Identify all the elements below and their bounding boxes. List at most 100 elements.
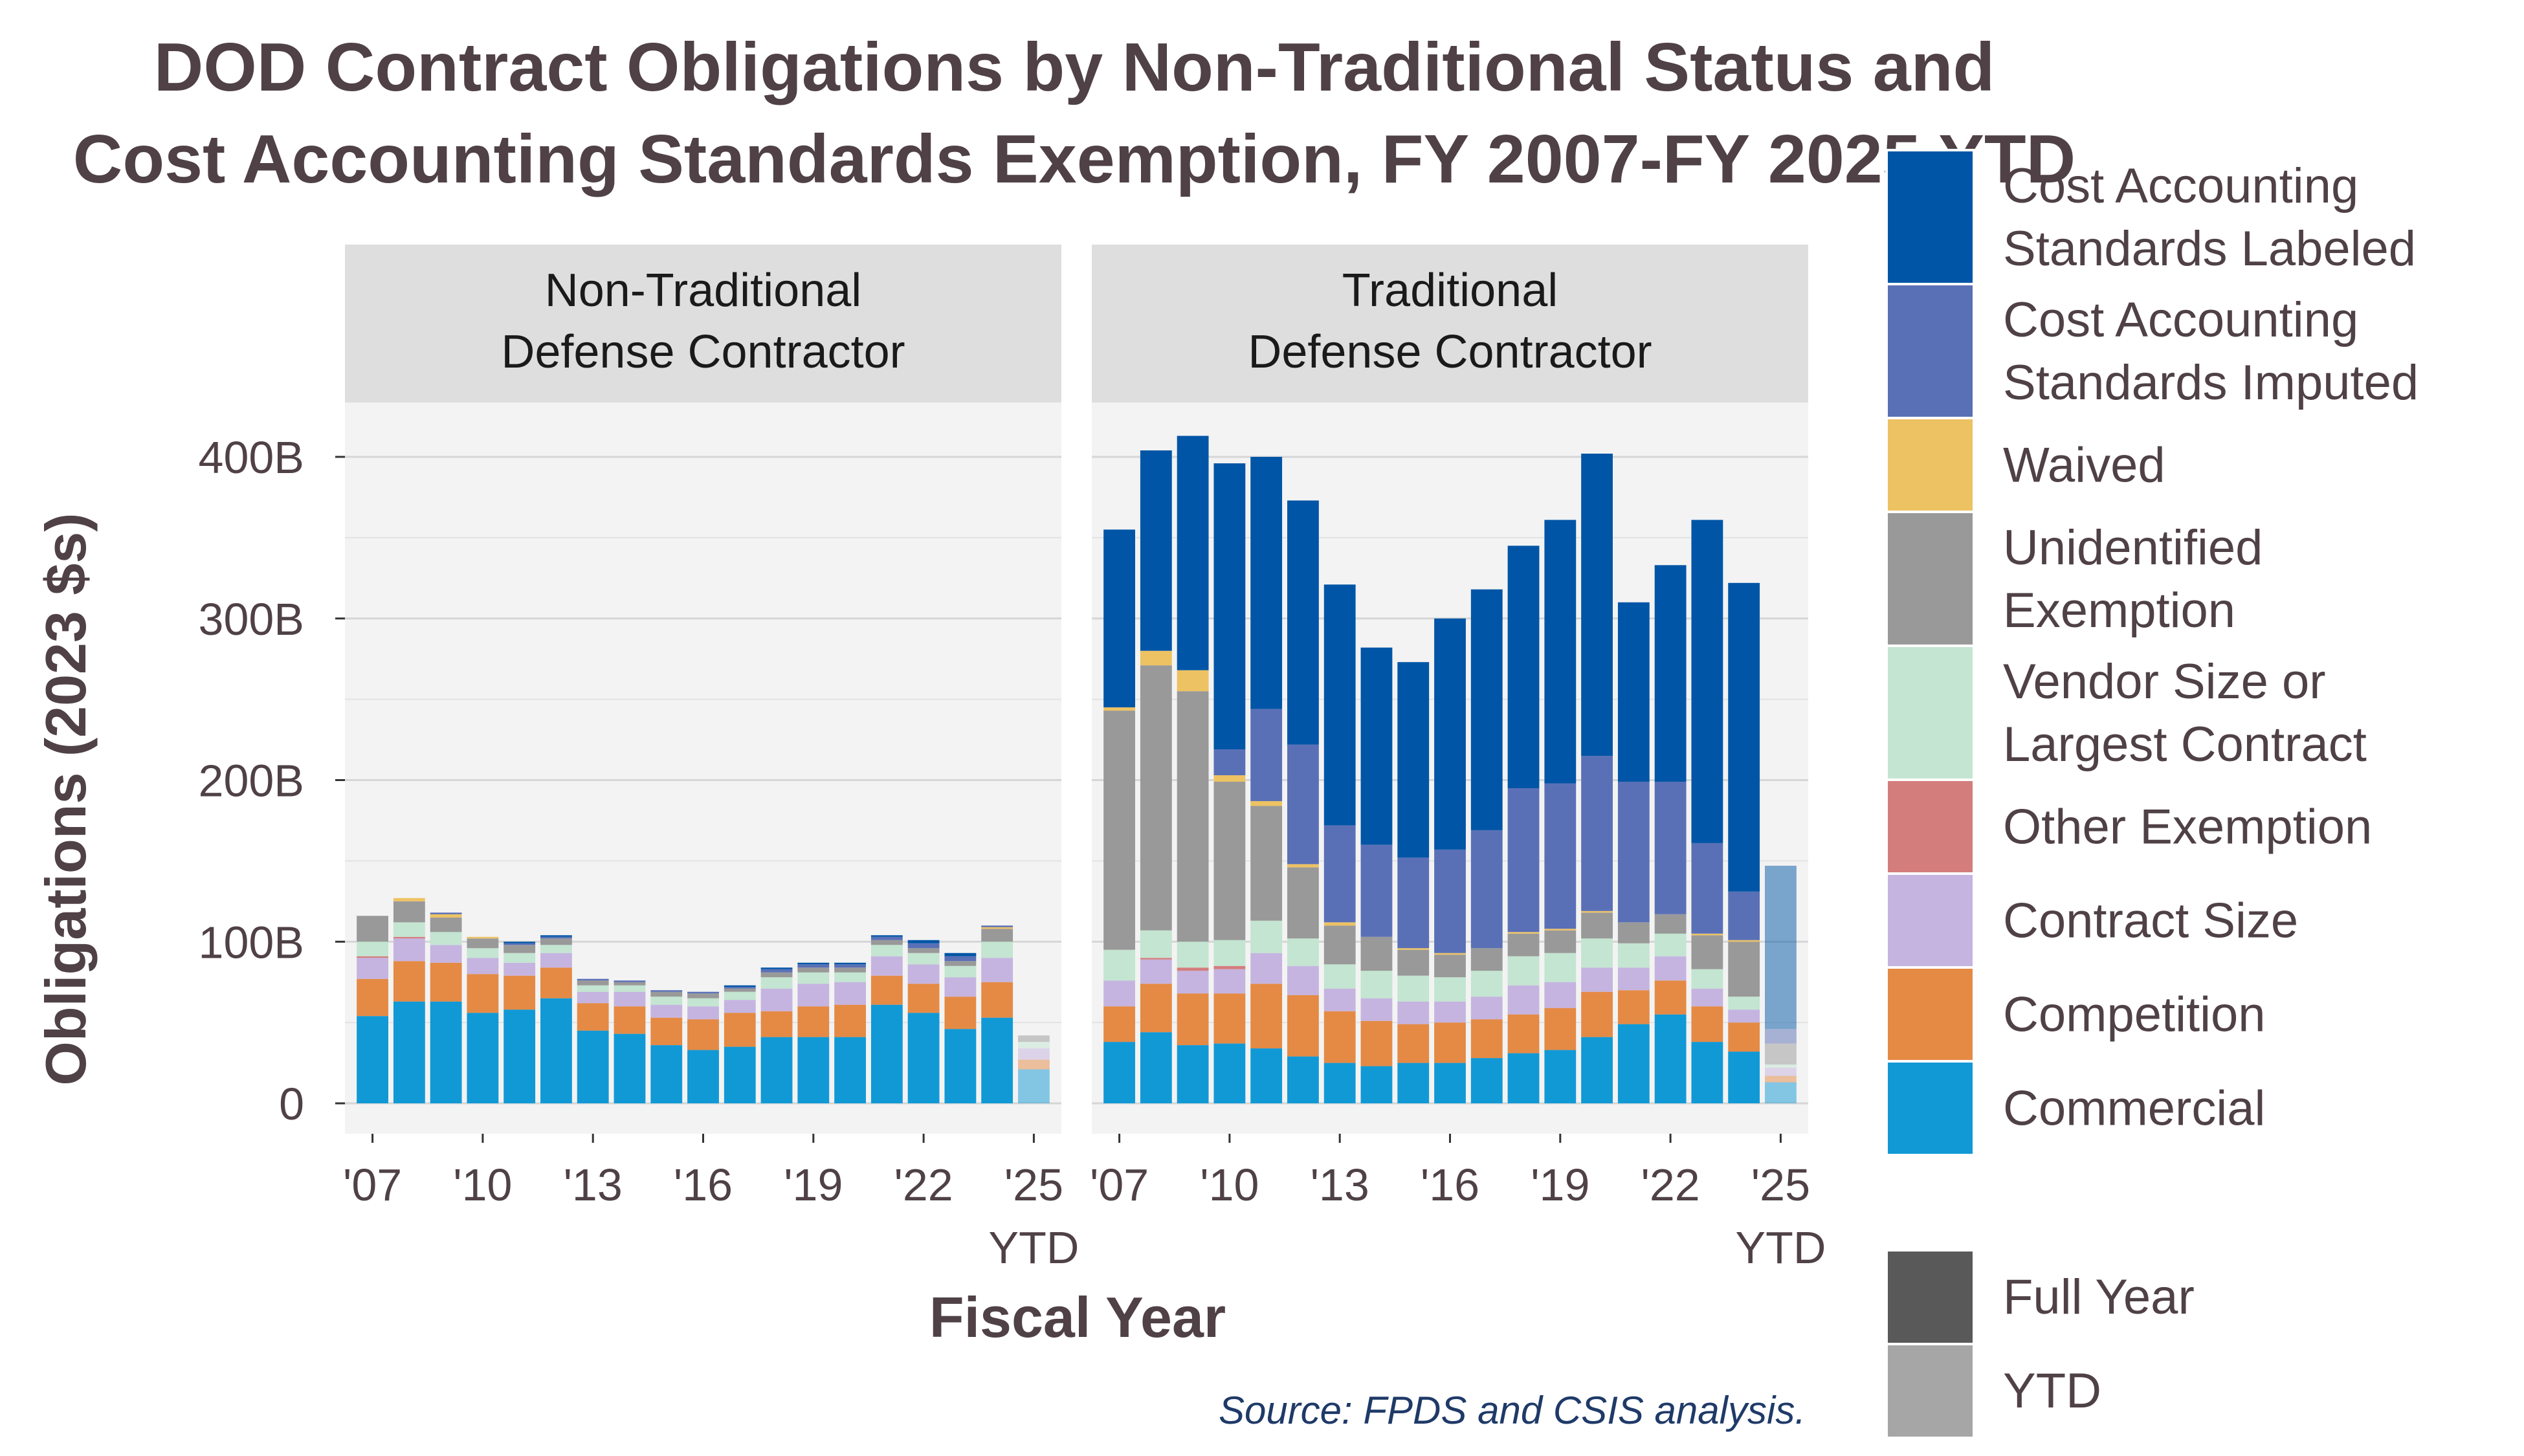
x-tick-label: '07: [343, 1160, 402, 1210]
legend-label-cas_imputed: Standards Imputed: [2003, 355, 2419, 410]
bar-segment-competition-2023: [1691, 1006, 1723, 1042]
bar-segment-commercial-2010: [1213, 1043, 1246, 1103]
bar-segment-vendor_size-2021: [870, 945, 903, 956]
bar-segment-cas_labeled-2013: [1323, 584, 1356, 826]
bar-segment-competition-2011: [1250, 984, 1283, 1049]
bar-segment-commercial-2025: [1765, 1082, 1797, 1103]
bar-segment-competition-2017: [1470, 1019, 1503, 1059]
bar-segment-commercial-2021: [1617, 1024, 1650, 1103]
bar-segment-competition-2021: [870, 975, 903, 1005]
x-tick-label: '07: [1090, 1160, 1149, 1210]
bar-segment-contract_size-2018: [1507, 985, 1540, 1015]
bar-segment-unidentified-2010: [1213, 781, 1246, 940]
bar-segment-waived-2020: [1581, 910, 1613, 913]
bar-segment-cas_labeled-2022: [1654, 565, 1687, 782]
legend-key-cas_imputed: [1885, 283, 1975, 419]
bar-segment-vendor_size-2014: [614, 985, 646, 992]
bar-segment-cas_labeled-2010: [1213, 463, 1246, 750]
bar-segment-unidentified-2024: [981, 929, 1013, 942]
bar-segment-waived-2012: [1287, 864, 1319, 868]
bar-segment-other_exemption-2009: [1177, 967, 1209, 971]
bar-segment-competition-2013: [1323, 1011, 1356, 1063]
bar-segment-cas_labeled-2012: [1287, 500, 1319, 745]
legend: Cost Accounting Standards Labeled Cost Acc…: [1885, 149, 2419, 1439]
bar-segment-cas_imputed-2014: [614, 980, 646, 982]
bar-segment-vendor_size-2015: [1397, 975, 1430, 1002]
bar-segment-commercial-2024: [981, 1017, 1013, 1103]
bar-segment-commercial-2008: [1140, 1032, 1172, 1103]
bar-segment-competition-2012: [540, 967, 572, 998]
bar-segment-cas_labeled-2007: [1103, 529, 1135, 708]
bar-segment-commercial-2023: [1691, 1042, 1723, 1103]
bar-segment-commercial-2024: [1728, 1052, 1760, 1103]
y-axis-title: Obligations (2023 $s): [34, 513, 98, 1085]
bar-segment-contract_size-2021: [870, 956, 903, 976]
bar-segment-competition-2022: [907, 984, 940, 1013]
bar-segment-cas_labeled-2016: [1434, 618, 1466, 850]
bar-segment-unidentified-2019: [1544, 930, 1577, 953]
bar-segment-cas_labeled-2012: [540, 935, 572, 937]
bar-segment-vendor_size-2016: [687, 998, 719, 1007]
bar-segment-commercial-2008: [393, 1001, 425, 1103]
bar-segment-commercial-2014: [614, 1033, 646, 1103]
bar-segment-waived-2010: [467, 936, 499, 939]
bar-segment-cas_imputed-2015: [650, 990, 683, 992]
legend-label-period: Full Year: [2003, 1270, 2195, 1325]
bar-segment-unidentified-2014: [614, 982, 646, 986]
bar-segment-cas_labeled-2024: [1728, 582, 1760, 892]
bar-segment-cas_imputed-2014: [1360, 844, 1393, 937]
bar-segment-commercial-2020: [1581, 1037, 1613, 1103]
bar-segment-waived-2011: [1250, 800, 1283, 806]
bar-segment-competition-2009: [430, 962, 462, 1002]
legend-label-cas_labeled: Standards Labeled: [2003, 221, 2416, 276]
bar-segment-unidentified-2015: [650, 991, 683, 997]
bar-segment-contract_size-2020: [834, 982, 866, 1005]
x-tick-label: '10: [1200, 1160, 1259, 1210]
bar-segment-competition-2007: [357, 978, 388, 1017]
y-tick-label: 0: [279, 1079, 304, 1129]
bar-segment-cas_labeled-2025: [1765, 865, 1797, 1030]
bar-segment-other_exemption-2008: [1140, 958, 1172, 960]
bar-segment-contract_size-2021: [1617, 967, 1650, 991]
bar-segment-commercial-2012: [540, 998, 572, 1103]
x-tick-label: '19: [1531, 1160, 1589, 1210]
bar-segment-unidentified-2017: [724, 988, 756, 992]
bar-segment-contract_size-2019: [1544, 982, 1577, 1008]
panel-1: Non-Traditional Defense Contractor '07 '10 '…: [343, 245, 1079, 1273]
bar-segment-contract_size-2024: [1728, 1009, 1760, 1023]
bar-segment-competition-2010: [1213, 993, 1246, 1044]
bar-segment-unidentified-2008: [1140, 665, 1172, 931]
bar-segment-competition-2009: [1177, 993, 1209, 1046]
y-tick-label: 200B: [199, 756, 304, 806]
bar-segment-cas_imputed-2011: [1250, 709, 1283, 801]
facet-label: Traditional: [1342, 265, 1558, 316]
bar-segment-vendor_size-2023: [944, 965, 977, 978]
bar-segment-contract_size-2014: [614, 991, 646, 1007]
bar-segment-cas_imputed-2020: [1581, 756, 1613, 911]
bar-segment-vendor_size-2008: [1140, 930, 1172, 958]
bar-segment-unidentified-2009: [1177, 691, 1209, 942]
bar-segment-cas_imputed-2024: [981, 925, 1013, 927]
bar-segment-waived-2018: [1507, 932, 1540, 934]
bar-segment-commercial-2021: [870, 1004, 903, 1103]
bar-segment-commercial-2009: [430, 1001, 462, 1103]
bar-segment-other_exemption-2008: [393, 936, 425, 939]
bar-segment-vendor_size-2018: [760, 977, 793, 989]
bar-segment-cas_imputed-2017: [1470, 830, 1503, 949]
bar-segment-unidentified-2023: [1691, 935, 1723, 969]
legend-key-competition: [1885, 966, 1975, 1063]
bar-segment-cas_labeled-2015: [1397, 662, 1430, 858]
legend-label-cas_imputed: Cost Accounting: [2003, 292, 2358, 347]
bar-segment-waived-2010: [1213, 775, 1246, 782]
bar-segment-waived-2008: [1140, 650, 1172, 666]
bar-segment-cas_imputed-2018: [760, 969, 793, 973]
bar-segment-vendor_size-2024: [981, 942, 1013, 958]
bar-segment-contract_size-2014: [1360, 998, 1393, 1021]
bar-segment-commercial-2020: [834, 1037, 866, 1103]
bar-segment-other_exemption-2010: [1213, 965, 1246, 969]
bar-segment-vendor_size-2009: [1177, 942, 1209, 968]
bar-segment-waived-2015: [1397, 948, 1430, 950]
bar-segment-unidentified-2018: [760, 972, 793, 978]
bar-segment-cas_imputed-2009: [430, 912, 462, 914]
x-tick-label: '19: [784, 1160, 843, 1210]
